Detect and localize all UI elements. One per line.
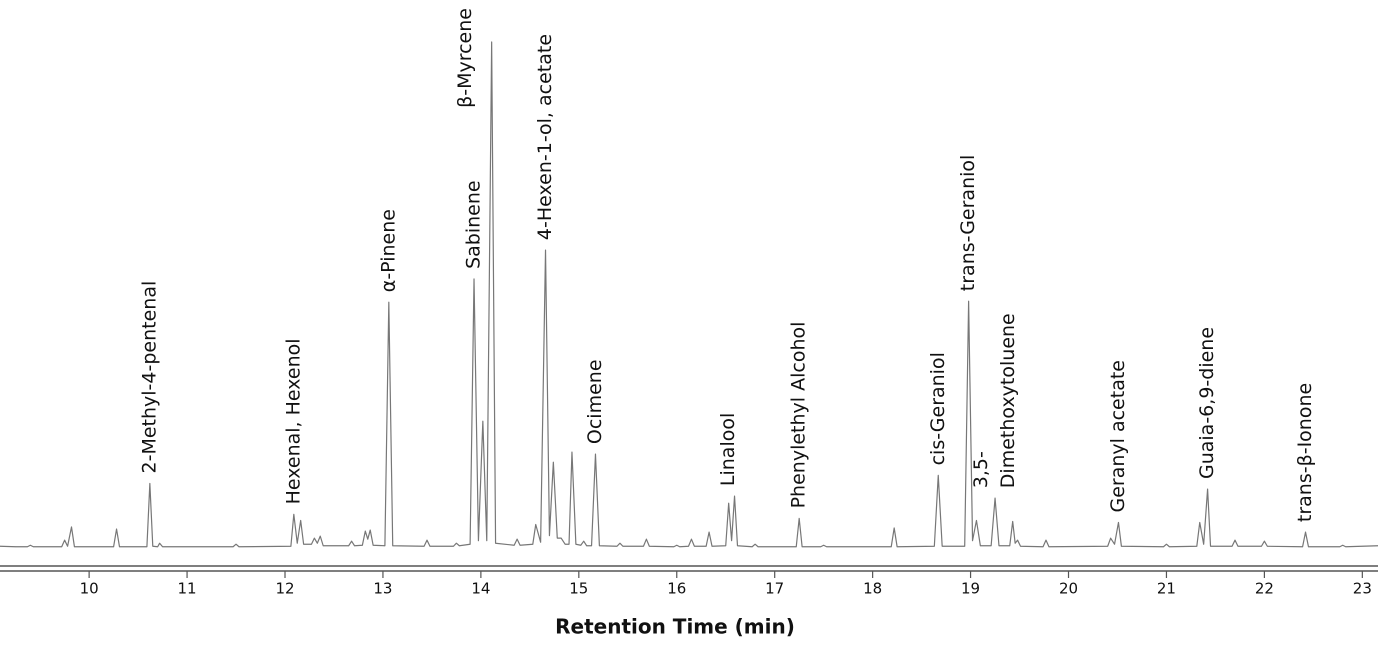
x-tick-label: 10 bbox=[80, 580, 99, 598]
x-tick-label: 20 bbox=[1059, 580, 1078, 598]
peak-label: trans-Geraniol bbox=[957, 155, 979, 292]
peak-label: Hexenal, Hexenol bbox=[282, 338, 304, 504]
peak-label: β-Myrcene bbox=[454, 8, 476, 108]
peak-label-text: trans-β-Ionone bbox=[1294, 383, 1316, 522]
peak-label: trans-β-Ionone bbox=[1294, 383, 1316, 522]
peak-label-text: trans-Geraniol bbox=[957, 155, 979, 292]
peak-label-text: cis-Geraniol bbox=[927, 352, 949, 465]
peak-label-text: Hexenal, Hexenol bbox=[282, 338, 304, 504]
x-tick-label: 23 bbox=[1353, 580, 1372, 598]
x-axis-title: Retention Time (min) bbox=[555, 615, 795, 639]
x-tick-label: 13 bbox=[373, 580, 392, 598]
x-tick-label: 17 bbox=[765, 580, 784, 598]
x-tick-label: 18 bbox=[863, 580, 882, 598]
x-tick-label: 21 bbox=[1157, 580, 1176, 598]
x-tick-label: 16 bbox=[667, 580, 686, 598]
peak-label-text: 3,5- bbox=[970, 451, 992, 488]
peak-label-text: β-Myrcene bbox=[454, 8, 476, 108]
peak-label-text: Ocimene bbox=[584, 359, 606, 444]
peak-label: Linalool bbox=[717, 413, 739, 486]
x-tick-label: 14 bbox=[471, 580, 490, 598]
x-tick-label: 22 bbox=[1255, 580, 1274, 598]
peak-label-text: Linalool bbox=[717, 413, 739, 486]
peak-label: 4-Hexen-1-ol, acetate bbox=[534, 34, 556, 240]
peak-label: α-Pinene bbox=[377, 209, 399, 292]
peak-label: Ocimene bbox=[584, 359, 606, 444]
peak-label-text: 4-Hexen-1-ol, acetate bbox=[534, 34, 556, 240]
peak-label-text: Phenylethyl Alcohol bbox=[788, 322, 810, 509]
peak-label-text: α-Pinene bbox=[377, 209, 399, 292]
trace bbox=[0, 41, 1378, 548]
x-tick-label: 12 bbox=[275, 580, 294, 598]
peak-label: Phenylethyl Alcohol bbox=[788, 322, 810, 509]
peak-label: 3,5- Dimethoxytoluene bbox=[970, 313, 1019, 488]
peak-label: Geranyl acetate bbox=[1107, 360, 1129, 512]
peak-label-text: Guaia-6,9-diene bbox=[1196, 327, 1218, 479]
x-tick-label: 15 bbox=[569, 580, 588, 598]
peak-label-text: Dimethoxytoluene bbox=[997, 313, 1019, 488]
peak-label: Guaia-6,9-diene bbox=[1196, 327, 1218, 479]
peak-label-text: 2-Methyl-4-pentenal bbox=[138, 281, 160, 474]
peak-label-text: Geranyl acetate bbox=[1107, 360, 1129, 512]
peak-label-text: Sabinene bbox=[463, 180, 485, 269]
peak-label: 2-Methyl-4-pentenal bbox=[138, 281, 160, 474]
x-tick-label: 11 bbox=[178, 580, 197, 598]
peak-label: cis-Geraniol bbox=[927, 352, 949, 465]
peak-label: Sabinene bbox=[463, 180, 485, 269]
x-tick-label: 19 bbox=[961, 580, 980, 598]
